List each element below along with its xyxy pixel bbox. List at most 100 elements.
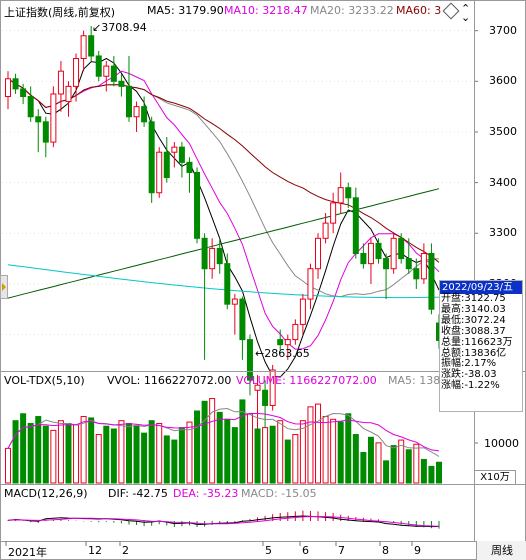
low-value: 2863.65 xyxy=(264,347,310,360)
volume-bar xyxy=(398,439,405,484)
candle-body xyxy=(277,339,284,346)
price-tick: 3300 xyxy=(489,226,517,240)
volume-bar xyxy=(337,421,344,484)
candle-body xyxy=(171,146,178,153)
volume-unit: X10万 xyxy=(474,470,516,485)
candle-body xyxy=(125,85,132,118)
info-value: 116623万 xyxy=(464,336,513,348)
ma20-legend: MA20: 3233.22 xyxy=(310,4,394,17)
candle-body xyxy=(330,202,337,224)
candle-body xyxy=(383,258,390,270)
info-row: 振幅:2.17% xyxy=(440,358,522,370)
scroll-handle[interactable] xyxy=(0,275,8,299)
candle-body xyxy=(148,121,155,194)
volume-bar xyxy=(57,420,64,484)
dea-legend: DEA: -35.23 xyxy=(173,487,239,500)
candle-body xyxy=(80,35,87,60)
period-button[interactable]: 周线 xyxy=(476,541,526,560)
volume-bar xyxy=(5,447,11,484)
candle-body xyxy=(246,339,253,381)
candle-body xyxy=(178,146,185,163)
volume-bar xyxy=(95,434,102,484)
candle-body xyxy=(186,161,193,173)
candle-body xyxy=(307,268,314,300)
candle-body xyxy=(103,65,110,77)
volume-ma5-line xyxy=(7,407,440,457)
chevron-up-icon[interactable]: ⌃ xyxy=(461,2,471,15)
ma-cyan-line xyxy=(7,264,440,299)
info-value: 2.17% xyxy=(464,358,497,370)
volume-bar xyxy=(322,416,329,484)
volume-bar xyxy=(299,420,306,484)
macd-dea-line xyxy=(7,515,440,527)
candle-body xyxy=(42,121,49,143)
candle-body xyxy=(390,237,397,270)
candle-body xyxy=(299,298,306,325)
candle-body xyxy=(428,253,435,310)
info-row: 总额:13836亿 xyxy=(440,347,522,360)
time-label: 7 xyxy=(338,544,345,557)
candle-body xyxy=(413,268,420,280)
price-tick: 3500 xyxy=(489,124,517,138)
time-label: 2 xyxy=(122,544,129,557)
ma5-line xyxy=(7,57,440,378)
chevron-down-icon[interactable]: ⌄ xyxy=(461,11,471,24)
candle-body xyxy=(337,187,344,204)
volume-bar xyxy=(42,425,49,484)
candle-body xyxy=(398,237,405,260)
candle-body xyxy=(20,88,27,98)
info-row: 开盘:3122.75 xyxy=(440,293,522,305)
candle-body xyxy=(284,339,291,346)
volume-ma10-line xyxy=(7,412,440,452)
volume-bar xyxy=(254,428,261,484)
candle-body xyxy=(163,151,170,179)
candle-body xyxy=(12,78,19,90)
info-label: 总额: xyxy=(441,347,465,359)
candle-body xyxy=(201,237,208,270)
info-row: 最低:3072.24 xyxy=(440,315,522,327)
moving-average-lines xyxy=(7,57,440,378)
candle-body xyxy=(118,80,125,87)
candle-body xyxy=(254,384,261,391)
info-label: 振幅: xyxy=(441,358,465,370)
candle-body xyxy=(194,171,201,239)
price-tick: 3400 xyxy=(489,175,517,189)
volume-bar xyxy=(330,418,337,484)
time-label: 8 xyxy=(382,544,389,557)
ma5-legend: MA5: 3179.90 xyxy=(147,4,224,17)
volume-bar xyxy=(352,434,359,484)
macd-histogram xyxy=(7,510,440,529)
info-label: 涨跌: xyxy=(441,369,465,381)
volume-bar xyxy=(428,465,435,484)
info-label: 最高: xyxy=(441,303,465,315)
info-box: 2022/09/23/五 开盘:3122.75 最高:3140.03 最低:3072… xyxy=(439,280,523,412)
volume-bar xyxy=(80,416,87,484)
volume-bar xyxy=(307,406,314,484)
info-value: 13836亿 xyxy=(464,347,507,359)
volume-bar xyxy=(12,420,19,484)
volume-bar xyxy=(284,439,291,484)
info-row: 最高:3140.03 xyxy=(440,303,522,316)
ma60-legend: MA60: 3 xyxy=(396,4,442,17)
time-label: 2021年 xyxy=(8,546,47,559)
macd-title: MACD(12,26,9) xyxy=(4,487,88,500)
candle-body xyxy=(73,58,80,87)
time-label: 9 xyxy=(414,544,421,557)
candle-body xyxy=(345,187,352,199)
volume-bar xyxy=(110,428,117,484)
chart-title: 上证指数(周线,前复权) xyxy=(4,6,116,19)
volume-bar xyxy=(35,416,42,484)
info-label: 涨幅: xyxy=(441,380,465,392)
info-row: 总量:116623万 xyxy=(440,336,522,349)
volume-bar xyxy=(375,442,382,484)
volume-bar xyxy=(345,413,352,484)
volume-bar xyxy=(186,421,193,484)
candle-body xyxy=(375,242,382,260)
volume-bar xyxy=(269,425,276,484)
candle-body xyxy=(65,85,72,103)
ma10-line xyxy=(7,70,440,350)
candle-body xyxy=(95,55,102,77)
volume-bars xyxy=(5,398,442,484)
volume-bar xyxy=(216,411,223,484)
